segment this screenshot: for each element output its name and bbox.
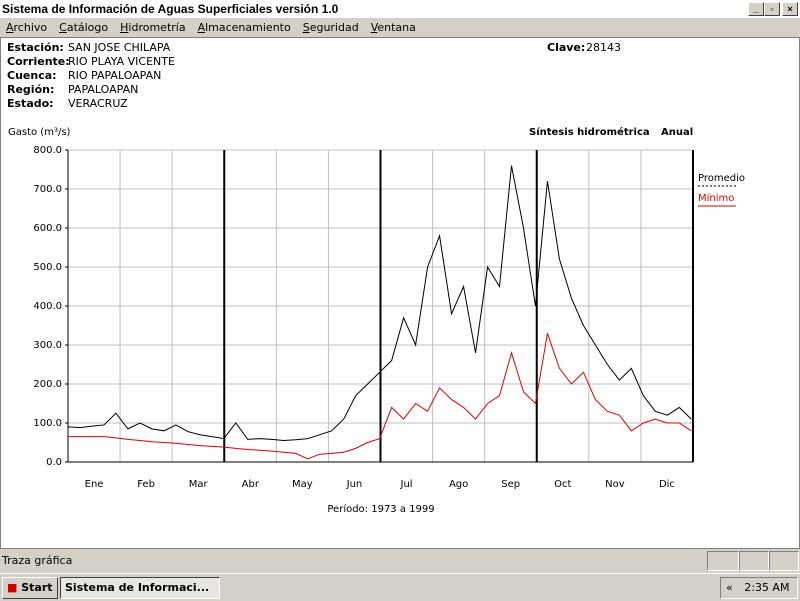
x-tick-label: Dic bbox=[659, 479, 675, 490]
legend-label: Promedio bbox=[698, 173, 745, 184]
status-bar: Traza gráfica bbox=[2, 554, 73, 567]
legend-label: Mínimo bbox=[698, 192, 734, 204]
chart-title: Síntesis hidrométrica bbox=[529, 126, 650, 138]
field-value: RIO PAPALOAPAN bbox=[68, 69, 162, 82]
y-tick-label: 500.0 bbox=[33, 262, 62, 273]
field-label: Corriente: bbox=[7, 55, 70, 68]
x-tick-label: Sep bbox=[501, 479, 520, 490]
x-tick-label: Jun bbox=[346, 479, 363, 490]
start-label: Start bbox=[21, 581, 53, 594]
title-bar: Sistema de Información de Aguas Superfic… bbox=[0, 0, 800, 18]
y-tick-label: 700.0 bbox=[33, 184, 62, 195]
x-tick-label: Abr bbox=[242, 479, 260, 490]
field-value: SAN JOSE CHILAPA bbox=[68, 41, 171, 54]
series-line bbox=[68, 333, 692, 460]
x-tick-label: Feb bbox=[137, 479, 155, 490]
x-tick-label: Oct bbox=[554, 479, 571, 490]
y-tick-label: 600.0 bbox=[33, 223, 62, 234]
field-label: Estación: bbox=[7, 41, 64, 54]
menu-item[interactable]: Seguridad bbox=[302, 21, 359, 34]
close-button[interactable]: × bbox=[782, 2, 798, 16]
clave-label: Clave: bbox=[547, 41, 586, 54]
x-tick-label: Ago bbox=[449, 479, 468, 490]
x-tick-label: Ene bbox=[85, 479, 104, 490]
field-value: PAPALOAPAN bbox=[68, 83, 139, 96]
y-tick-label: 400.0 bbox=[33, 301, 62, 312]
clave-value: 28143 bbox=[586, 41, 621, 54]
menu-item[interactable]: Ventana bbox=[370, 21, 416, 34]
y-tick-label: 0.0 bbox=[46, 457, 62, 468]
menu-item[interactable]: Hidrometría bbox=[120, 21, 186, 34]
tray-chevron[interactable]: « bbox=[726, 581, 733, 594]
minimize-button[interactable]: _ bbox=[748, 2, 764, 16]
status-panel bbox=[739, 551, 769, 571]
content: Estación: SAN JOSE CHILAPA Corriente: RIO P… bbox=[0, 37, 800, 549]
y-tick-label: 100.0 bbox=[33, 418, 62, 429]
menu-item[interactable]: Almacenamiento bbox=[197, 21, 291, 34]
chart-subtitle: Anual bbox=[661, 127, 693, 138]
status-panel bbox=[769, 551, 799, 571]
x-tick-label: Jul bbox=[400, 479, 413, 490]
task-label: Sistema de Informaci... bbox=[65, 581, 210, 594]
chart: Gasto (m³/s) Síntesis hidrométrica Anual Pe… bbox=[8, 126, 745, 515]
footer: Período: 1973 a 1999 bbox=[327, 503, 434, 515]
y-axis-label: Gasto (m³/s) bbox=[8, 127, 71, 138]
y-tick-label: 200.0 bbox=[33, 379, 62, 390]
window-title: Sistema de Información de Aguas Superfic… bbox=[2, 2, 339, 16]
task-button[interactable]: Sistema de Informaci... bbox=[60, 577, 220, 599]
field-label: Estado: bbox=[7, 97, 54, 110]
start-button[interactable]: ■ Start bbox=[2, 577, 58, 599]
x-tick-label: May bbox=[292, 479, 313, 490]
field-label: Cuenca: bbox=[7, 69, 57, 82]
field-value: RIO PLAYA VICENTE bbox=[68, 55, 175, 68]
field-label: Región: bbox=[7, 83, 55, 96]
x-tick-label: Mar bbox=[189, 479, 209, 490]
x-tick-label: Nov bbox=[605, 479, 625, 490]
series-line bbox=[67, 165, 692, 442]
clock: 2:35 AM bbox=[744, 581, 790, 594]
y-tick-label: 800.0 bbox=[33, 145, 62, 156]
menu-item[interactable]: Catálogo bbox=[59, 21, 109, 34]
y-tick-label: 300.0 bbox=[33, 340, 62, 351]
taskbar: ■ Start Sistema de Informaci... « 2:35 A… bbox=[0, 573, 800, 601]
restore-button[interactable]: ▫ bbox=[764, 2, 780, 16]
tray: « 2:35 AM bbox=[720, 577, 798, 599]
status-panel bbox=[707, 551, 739, 571]
field-value: VERACRUZ bbox=[68, 97, 128, 110]
menu-item[interactable]: Archivo bbox=[6, 21, 48, 34]
menu-bar: Archivo Catálogo Hidrometría Almacenamiento… bbox=[0, 18, 800, 37]
